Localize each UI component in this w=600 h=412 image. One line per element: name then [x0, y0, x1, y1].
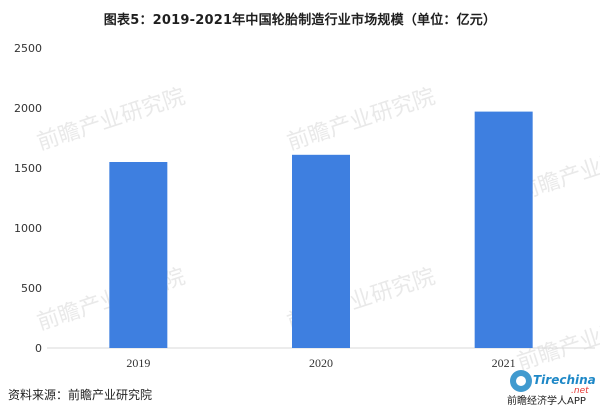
bar-2020 [292, 154, 350, 348]
bars-group [109, 111, 533, 348]
x-tick-label: 2019 [126, 356, 150, 370]
y-tick-label: 1000 [14, 222, 42, 235]
y-tick-label: 2500 [14, 42, 42, 55]
source-note: 资料来源：前瞻产业研究院 [8, 388, 153, 402]
y-tick-label: 2000 [14, 102, 42, 115]
badge-tld: .net [571, 386, 589, 396]
y-axis: 0 500 1000 1500 2000 2500 [14, 42, 42, 355]
x-tick-label: 2021 [492, 356, 516, 370]
chart-title: 图表5：2019-2021年中国轮胎制造行业市场规模（单位：亿元） [103, 13, 497, 28]
y-tick-label: 500 [21, 282, 42, 295]
bar-2019 [109, 162, 168, 348]
x-axis: 2019 2020 2021 [126, 356, 515, 370]
tirechina-badge: Tirechina .net 前瞻经济学人APP [505, 368, 597, 408]
watermark-text: 前瞻产业研究院 [284, 84, 438, 155]
x-tick-label: 2020 [309, 356, 333, 370]
y-tick-label: 0 [35, 342, 42, 355]
y-tick-label: 1500 [14, 162, 42, 175]
badge-caption: 前瞻经济学人APP [507, 394, 586, 407]
bar-2021 [474, 111, 533, 348]
badge-site: Tirechina [533, 373, 596, 387]
watermark-text: 前瞻产业研究院 [34, 84, 188, 155]
